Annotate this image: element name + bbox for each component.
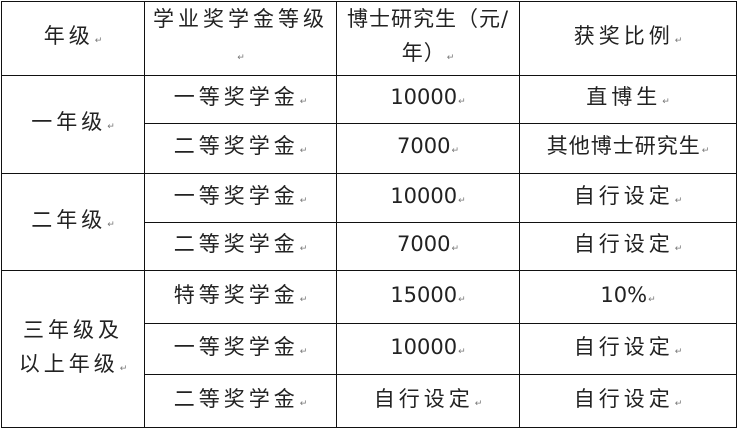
level-cell: 一等奖学金 <box>144 323 337 375</box>
amount-cell: 15000 <box>336 270 520 324</box>
ratio-cell: 其他博士研究生 <box>519 123 737 174</box>
header-ratio: 获奖比例 <box>519 1 737 76</box>
grade-cell: 一年级 <box>1 75 145 174</box>
table-row: 二年级 一等奖学金 10000 自行设定 <box>1 173 737 271</box>
ratio-cell: 直博生 <box>519 75 737 124</box>
header-amount: 博士研究生（元/年） <box>336 1 520 76</box>
amount-cell: 自行设定 <box>336 374 520 428</box>
amount-cell: 10000 <box>336 173 520 223</box>
level-cell: 二等奖学金 <box>144 222 337 271</box>
ratio-cell: 自行设定 <box>519 173 737 223</box>
grade-cell: 三年级及以上年级 <box>1 270 145 428</box>
level-cell: 二等奖学金 <box>144 374 337 428</box>
table-row: 二等奖学金 7000 其他博士研究生 <box>2 123 737 174</box>
level-cell: 二等奖学金 <box>144 123 337 174</box>
amount-cell: 7000 <box>336 222 520 271</box>
ratio-cell: 自行设定 <box>519 374 737 428</box>
amount-cell: 10000 <box>336 323 520 375</box>
table-row: 二等奖学金 自行设定 自行设定 <box>2 374 737 428</box>
table-row: 三年级及以上年级 特等奖学金 15000 10% <box>1 270 737 428</box>
header-level: 学业奖学金等级 <box>144 1 337 76</box>
ratio-cell: 自行设定 <box>519 222 737 271</box>
ratio-cell: 10% <box>519 270 737 324</box>
level-cell: 一等奖学金 <box>144 173 337 223</box>
header-grade: 年级 <box>1 1 145 76</box>
level-cell: 特等奖学金 <box>144 270 337 324</box>
grade-cell: 二年级 <box>1 173 145 271</box>
amount-cell: 7000 <box>336 123 520 174</box>
ratio-cell: 自行设定 <box>519 323 737 375</box>
level-cell: 一等奖学金 <box>144 75 337 124</box>
table-row: 一年级 一等奖学金 10000 直博生 <box>1 75 737 174</box>
amount-cell: 10000 <box>336 75 520 124</box>
header-row: 年级 学业奖学金等级 博士研究生（元/年） 获奖比例 <box>1 1 737 76</box>
